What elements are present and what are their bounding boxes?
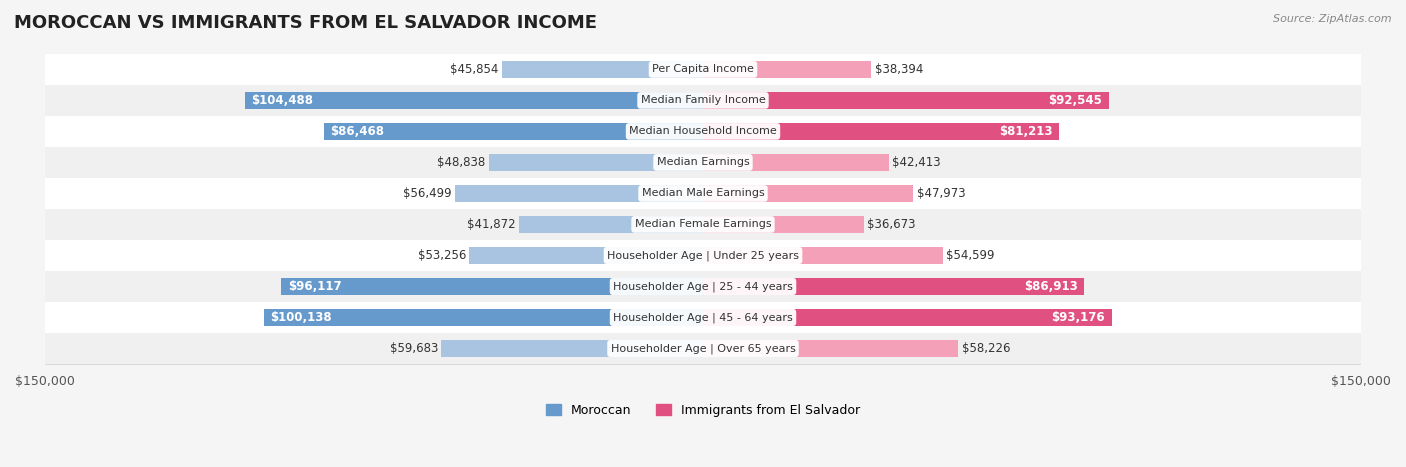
Text: Householder Age | 25 - 44 years: Householder Age | 25 - 44 years [613, 281, 793, 292]
Text: Householder Age | Over 65 years: Householder Age | Over 65 years [610, 343, 796, 354]
Text: Median Earnings: Median Earnings [657, 157, 749, 168]
Bar [45, 178, 1361, 209]
Bar [45, 333, 1361, 364]
Bar [703, 278, 1084, 295]
Bar [703, 123, 1059, 140]
Bar [489, 154, 703, 171]
Text: Median Household Income: Median Household Income [628, 127, 778, 136]
Text: $86,913: $86,913 [1024, 280, 1078, 293]
Bar [519, 216, 703, 233]
Bar [245, 92, 703, 109]
Bar [703, 92, 1109, 109]
Bar [45, 85, 1361, 116]
Text: Householder Age | 45 - 64 years: Householder Age | 45 - 64 years [613, 312, 793, 323]
Bar [470, 247, 703, 264]
Text: $47,973: $47,973 [917, 187, 966, 200]
Bar [703, 247, 942, 264]
Text: $54,599: $54,599 [946, 249, 994, 262]
Bar [703, 216, 863, 233]
Bar [703, 185, 914, 202]
Text: $96,117: $96,117 [288, 280, 342, 293]
Bar [281, 278, 703, 295]
Text: $45,854: $45,854 [450, 63, 499, 76]
Bar [45, 209, 1361, 240]
Text: Median Male Earnings: Median Male Earnings [641, 188, 765, 198]
Bar [45, 271, 1361, 302]
Text: $42,413: $42,413 [893, 156, 941, 169]
Text: Source: ZipAtlas.com: Source: ZipAtlas.com [1274, 14, 1392, 24]
Text: $100,138: $100,138 [270, 311, 332, 324]
Bar [45, 147, 1361, 178]
Text: $56,499: $56,499 [404, 187, 451, 200]
Bar [703, 61, 872, 78]
Text: $81,213: $81,213 [1000, 125, 1053, 138]
Bar [703, 309, 1112, 326]
Text: $58,226: $58,226 [962, 342, 1011, 355]
Bar [45, 116, 1361, 147]
Legend: Moroccan, Immigrants from El Salvador: Moroccan, Immigrants from El Salvador [541, 399, 865, 422]
Text: $53,256: $53,256 [418, 249, 465, 262]
Text: $93,176: $93,176 [1052, 311, 1105, 324]
Text: Per Capita Income: Per Capita Income [652, 64, 754, 74]
Bar [703, 340, 959, 357]
Text: $59,683: $59,683 [389, 342, 437, 355]
Bar [441, 340, 703, 357]
Bar [45, 54, 1361, 85]
Text: $36,673: $36,673 [868, 218, 915, 231]
Bar [703, 154, 889, 171]
Bar [502, 61, 703, 78]
Text: Median Female Earnings: Median Female Earnings [634, 219, 772, 229]
Text: $41,872: $41,872 [467, 218, 516, 231]
Text: $86,468: $86,468 [330, 125, 384, 138]
Bar [264, 309, 703, 326]
Text: $92,545: $92,545 [1049, 94, 1102, 107]
Bar [45, 302, 1361, 333]
Text: MOROCCAN VS IMMIGRANTS FROM EL SALVADOR INCOME: MOROCCAN VS IMMIGRANTS FROM EL SALVADOR … [14, 14, 598, 32]
Bar [456, 185, 703, 202]
Bar [45, 240, 1361, 271]
Text: $48,838: $48,838 [437, 156, 485, 169]
Text: $104,488: $104,488 [252, 94, 314, 107]
Text: Median Family Income: Median Family Income [641, 95, 765, 106]
Text: Householder Age | Under 25 years: Householder Age | Under 25 years [607, 250, 799, 261]
Bar [323, 123, 703, 140]
Text: $38,394: $38,394 [875, 63, 924, 76]
